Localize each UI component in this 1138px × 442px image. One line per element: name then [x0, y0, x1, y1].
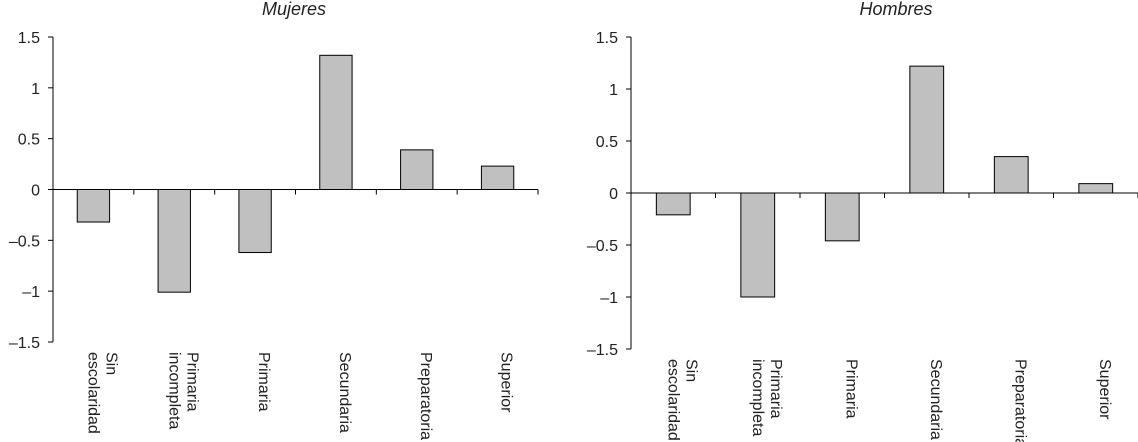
category-label: Preparatoria	[1011, 359, 1028, 442]
bar-sin-escolaridad	[655, 192, 691, 216]
bar-secundaria	[319, 54, 353, 190]
bar-primaria-incompleta	[157, 189, 191, 293]
y-tick-label: 1	[31, 81, 40, 98]
bar-preparatoria	[400, 149, 434, 191]
bar-sin-escolaridad	[76, 189, 111, 223]
y-tick-label: –1.5	[9, 335, 40, 352]
category-label: Superior	[1096, 359, 1113, 420]
bar-preparatoria	[993, 156, 1029, 194]
category-label: Primaria	[255, 352, 272, 412]
y-tick-label: 0.5	[18, 132, 40, 149]
y-tick-label: –0.5	[587, 238, 618, 255]
y-tick-label: –1	[22, 284, 40, 301]
y-tick-label: 1	[609, 82, 618, 99]
y-tick-label: –1	[600, 290, 618, 307]
y-tick-label: 0	[609, 186, 618, 203]
category-label: Sin	[102, 352, 119, 375]
category-label: escolaridad	[84, 352, 101, 434]
chart-title: Hombres	[859, 0, 932, 19]
category-label: incompleta	[165, 352, 182, 429]
bar-superior	[480, 165, 515, 191]
y-tick-label: –0.5	[9, 233, 40, 250]
bar-primaria	[238, 189, 272, 254]
bar-primaria-incompleta	[740, 192, 776, 298]
y-tick-label: 0	[31, 183, 40, 200]
category-label: Preparatoria	[417, 352, 434, 440]
chart-title: Mujeres	[262, 0, 326, 19]
category-label: Secundaria	[336, 352, 353, 433]
category-label: Primaria	[842, 359, 859, 419]
category-label: Primaria	[183, 352, 200, 412]
bar-secundaria	[909, 65, 945, 194]
bar-superior	[1078, 183, 1114, 194]
category-label: incompleta	[749, 359, 766, 436]
y-tick-label: –1.5	[587, 342, 618, 359]
category-label: Sin	[682, 359, 699, 382]
y-tick-label: 0.5	[596, 134, 618, 151]
y-tick-label: 1.5	[596, 30, 618, 47]
category-label: Primaria	[767, 359, 784, 419]
y-tick-label: 1.5	[18, 30, 40, 47]
bar-primaria	[824, 192, 860, 242]
category-label: escolaridad	[664, 359, 681, 441]
category-label: Superior	[498, 352, 515, 413]
category-label: Secundaria	[927, 359, 944, 440]
